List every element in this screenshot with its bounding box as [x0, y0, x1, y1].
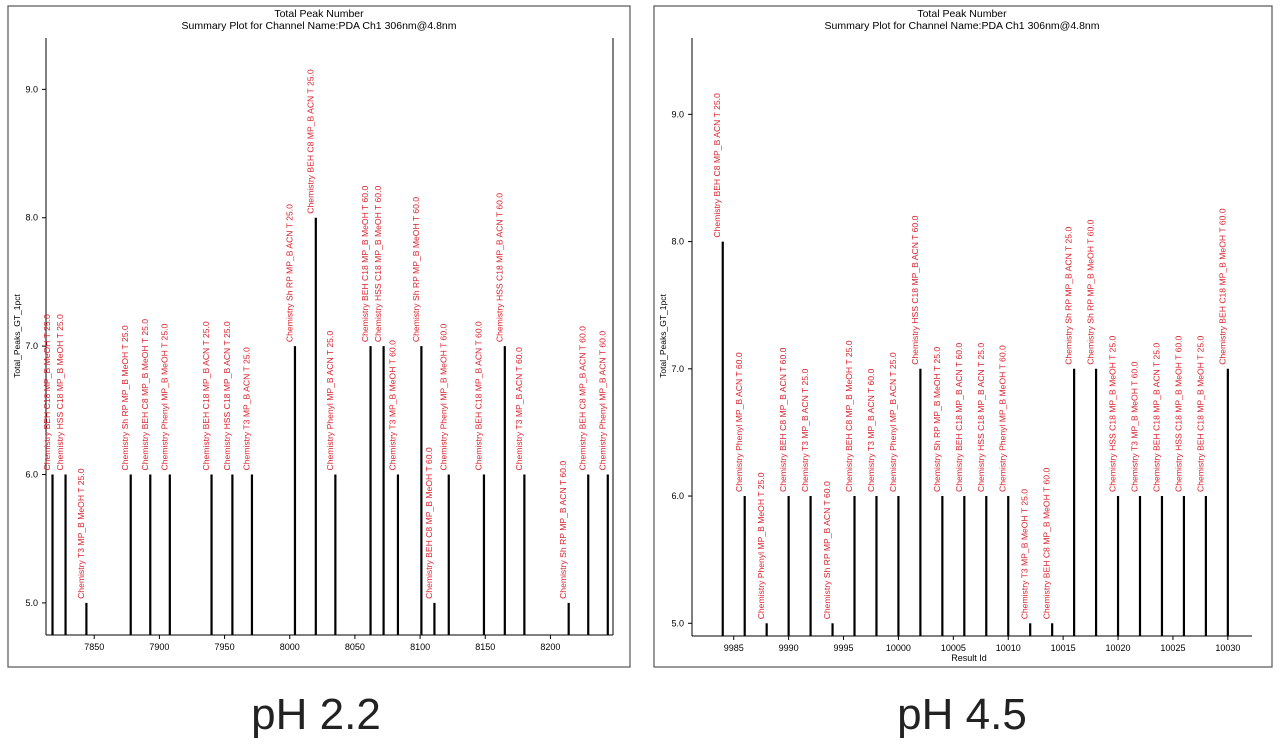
y-tick-label: 9.0 — [671, 109, 684, 119]
caption-ph22: pH 2.2 — [251, 690, 381, 739]
data-label: Chemistry Phenyl MP_B ACN T 60.0 — [734, 352, 744, 492]
y-tick-label: 8.0 — [671, 237, 684, 247]
chart-title: Total Peak Number — [917, 8, 1007, 20]
x-tick-label: 10010 — [996, 643, 1021, 653]
data-label: Chemistry BEH C18 MP_B MeOH T 25.0 — [1195, 335, 1205, 492]
x-tick-label: 9985 — [724, 643, 744, 653]
data-label: Chemistry Phenyl MP_B MeOH T 25.0 — [159, 323, 169, 470]
data-label: Chemistry HSS C18 MP_B MeOH T 60.0 — [1173, 335, 1183, 492]
data-label: Chemistry Phenyl MP_B ACN T 25.0 — [888, 352, 898, 492]
data-label: Chemistry HSS C18 MP_B ACN T 60.0 — [494, 193, 504, 342]
data-label: Chemistry Phenyl MP_B MeOH T 25.0 — [756, 472, 766, 619]
data-label: Chemistry HSS C18 MP_B MeOH T 25.0 — [1108, 335, 1118, 492]
data-label: Chemistry HSS C18 MP_B ACN T 25.0 — [222, 321, 232, 470]
data-label: Chemistry BEH C8 MP_B ACN T 25.0 — [305, 69, 315, 214]
data-label: Chemistry BEH C8 MP_B MeOH T 25.0 — [140, 319, 150, 471]
data-label: Chemistry BEH C18 MP_B ACN T 60.0 — [474, 321, 484, 470]
y-tick-label: 8.0 — [25, 213, 38, 223]
data-label: Chemistry Phenyl MP_B ACN T 60.0 — [597, 331, 607, 471]
data-label: Chemistry T3 MP_B MeOH T 60.0 — [1130, 361, 1140, 492]
data-label: Chemistry T3 MP_B MeOH T 25.0 — [1020, 489, 1030, 620]
data-label: Chemistry Sh RP MP_B MeOH T 25.0 — [932, 347, 942, 492]
data-label: Chemistry Phenyl MP_B MeOH T 60.0 — [438, 323, 448, 470]
y-axis-label: Total_Peaks_GT_1pct — [12, 294, 22, 378]
data-label: Chemistry BEH C8 MP_B MeOH T 60.0 — [1042, 468, 1052, 620]
data-label: Chemistry Phenyl MP_B ACN T 25.0 — [325, 331, 335, 471]
panel-frame — [653, 5, 1273, 668]
data-label: Chemistry HSS C18 MP_B ACN T 25.0 — [976, 343, 986, 492]
data-label: Chemistry Sh RP MP_B MeOH T 60.0 — [1086, 219, 1096, 364]
data-label: Chemistry T3 MP_B MeOH T 60.0 — [387, 340, 397, 471]
y-tick-label: 9.0 — [25, 84, 38, 94]
x-tick-label: 7850 — [84, 642, 104, 652]
summary-plots: Total Peak Number Summary Plot for Chann… — [7, 5, 1273, 668]
x-tick-label: 10020 — [1106, 643, 1131, 653]
data-label: Chemistry BEH C8 MP_B ACN T 25.0 — [712, 93, 722, 238]
x-tick-label: 10030 — [1215, 643, 1240, 653]
x-tick-label: 8000 — [280, 642, 300, 652]
caption-ph45: pH 4.5 — [897, 690, 1027, 739]
y-tick-label: 5.0 — [25, 598, 38, 608]
chart-panel-ph45: Total Peak Number Summary Plot for Chann… — [653, 5, 1273, 668]
data-label: Chemistry BEH C18 MP_B MeOH T 60.0 — [1217, 208, 1227, 365]
data-label: Chemistry BEH C18 MP_B ACN T 60.0 — [954, 343, 964, 492]
x-tick-label: 9990 — [779, 643, 799, 653]
x-tick-label: 8050 — [345, 642, 365, 652]
y-tick-label: 6.0 — [671, 491, 684, 501]
data-label: Chemistry BEH C8 MP_B ACN T 60.0 — [778, 347, 788, 492]
data-label: Chemistry T3 MP_B ACN T 25.0 — [241, 347, 251, 470]
x-tick-label: 10005 — [941, 643, 966, 653]
data-label: Chemistry T3 MP_B MeOH T 25.0 — [76, 468, 86, 599]
x-tick-label: 7950 — [215, 642, 235, 652]
data-label: Chemistry HSS C18 MP_B MeOH T 25.0 — [55, 314, 65, 471]
data-label: Chemistry BEH C18 MP_B ACN T 25.0 — [201, 321, 211, 470]
y-tick-label: 6.0 — [25, 470, 38, 480]
data-label: Chemistry Sh RP MP_B MeOH T 60.0 — [411, 197, 421, 342]
y-axis-label: Total_Peaks_GT_1pct — [658, 294, 668, 378]
chart-marks: 5.0 6.0 7.0 8.0 9.0 9985 9990 9995 10000 10005 100… — [671, 93, 1240, 653]
x-tick-label: 9995 — [834, 643, 854, 653]
y-tick-label: 7.0 — [671, 364, 684, 374]
data-label: Chemistry T3 MP_B ACN T 60.0 — [514, 347, 524, 470]
chart-subtitle: Summary Plot for Channel Name:PDA Ch1 30… — [181, 20, 456, 32]
data-label: Chemistry Sh RP MP_B MeOH T 25.0 — [120, 325, 130, 470]
data-label: Chemistry Sh RP MP_B ACN T 25.0 — [1064, 227, 1074, 365]
y-tick-label: 7.0 — [25, 341, 38, 351]
data-label: Chemistry BEH C18 MP_B MeOH T 25.0 — [42, 314, 52, 471]
data-label: Chemistry T3 MP_B ACN T 60.0 — [866, 369, 876, 492]
x-tick-label: 10015 — [1051, 643, 1076, 653]
data-label: Chemistry BEH C8 MP_B MeOH T 60.0 — [424, 447, 434, 599]
chart-panel-ph22: Total Peak Number Summary Plot for Chann… — [7, 5, 631, 668]
chart-subtitle: Summary Plot for Channel Name:PDA Ch1 30… — [824, 20, 1099, 32]
panel-frame — [7, 5, 631, 668]
x-tick-label: 10000 — [886, 643, 911, 653]
chart-title: Total Peak Number — [274, 8, 364, 20]
data-label: Chemistry Sh RP MP_B ACN T 60.0 — [558, 461, 568, 599]
data-label: Chemistry HSS C18 MP_B ACN T 60.0 — [910, 215, 920, 364]
data-label: Chemistry Sh RP MP_B ACN T 60.0 — [822, 481, 832, 619]
data-label: Chemistry Phenyl MP_B MeOH T 60.0 — [998, 345, 1008, 492]
y-tick-label: 5.0 — [671, 618, 684, 628]
data-label: Chemistry BEH C18 MP_B MeOH T 60.0 — [360, 186, 370, 343]
data-label: Chemistry T3 MP_B ACN T 25.0 — [800, 369, 810, 492]
data-label: Chemistry BEH C18 MP_B ACN T 25.0 — [1152, 343, 1162, 492]
data-label: Chemistry BEH C8 MP_B ACN T 60.0 — [578, 326, 588, 471]
x-tick-label: 8150 — [475, 642, 495, 652]
data-label: Chemistry BEH C8 MP_B MeOH T 25.0 — [844, 340, 854, 492]
x-tick-label: 7900 — [149, 642, 169, 652]
x-axis-label: Result Id — [951, 653, 987, 663]
x-tick-label: 8100 — [410, 642, 430, 652]
data-label: Chemistry Sh RP MP_B ACN T 25.0 — [285, 204, 295, 342]
x-tick-label: 10025 — [1160, 643, 1185, 653]
x-tick-label: 8200 — [540, 642, 560, 652]
data-label: Chemistry HSS C18 MP_B MeOH T 60.0 — [373, 186, 383, 343]
chart-marks: 5.0 6.0 7.0 8.0 9.0 7850 7900 7950 8000 8050 8100 8… — [25, 69, 609, 652]
